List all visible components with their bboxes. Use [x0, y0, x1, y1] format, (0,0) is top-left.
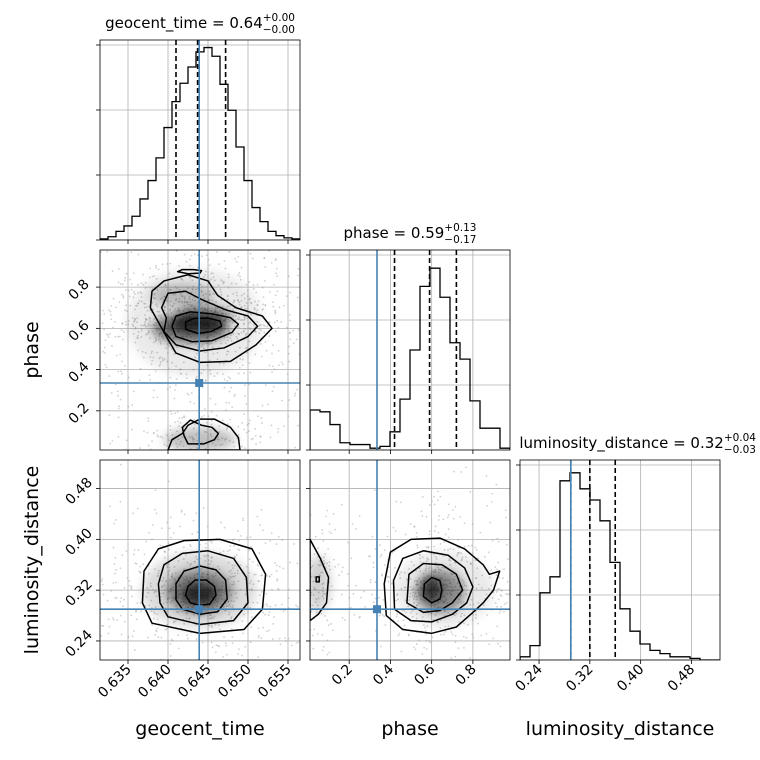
yaxis-label-phase: phase — [21, 321, 43, 378]
contour-phase_vs_geocent_time-3 — [149, 273, 273, 364]
contour-luminosity_distance_vs_phase-2 — [392, 550, 474, 623]
truth-marker-phase_vs_geocent_time — [195, 378, 204, 387]
panel-luminosity_distance_vs_phase — [310, 460, 510, 660]
xaxis-label-phase: phase — [381, 718, 438, 740]
hist-panel-phase — [310, 250, 510, 450]
yaxis-label-luminosity_distance: luminosity_distance — [21, 466, 43, 655]
hist-step-luminosity_distance — [520, 472, 720, 660]
contour-luminosity_distance_vs_geocent_time-2 — [157, 550, 249, 626]
contour-phase_vs_geocent_time-2 — [160, 290, 259, 352]
title-luminosity_distance: luminosity_distance = 0.32 +0.04−0.03 — [519, 432, 756, 456]
contour-luminosity_distance_vs_geocent_time-0 — [184, 579, 217, 607]
panel-phase_vs_geocent_time — [100, 250, 300, 450]
title-plus-luminosity_distance: +0.04 — [724, 432, 756, 444]
hist-step-phase — [310, 267, 510, 450]
contour-luminosity_distance_vs_phase-1 — [406, 562, 464, 614]
panel-luminosity_distance_vs_geocent_time — [100, 460, 300, 660]
title-minus-geocent_time: −0.00 — [263, 24, 295, 36]
xaxis-label-geocent_time: geocent_time — [135, 718, 264, 740]
contour-phase_vs_geocent_time-1 — [171, 311, 240, 343]
title-phase: phase = 0.59 +0.13−0.17 — [344, 222, 477, 246]
truth-marker-luminosity_distance_vs_phase — [373, 605, 382, 614]
title-minus-luminosity_distance: −0.03 — [724, 444, 756, 456]
contour-phase_vs_geocent_time-4 — [176, 268, 203, 275]
truth-marker-luminosity_distance_vs_geocent_time — [195, 605, 204, 614]
title-plus-geocent_time: +0.00 — [263, 12, 295, 24]
contour-luminosity_distance_vs_geocent_time-3 — [141, 538, 267, 635]
title-main-phase: phase = 0.59 — [344, 224, 445, 242]
contour-luminosity_distance_vs_phase-3 — [383, 537, 501, 635]
contour-luminosity_distance_vs_geocent_time-1 — [175, 565, 228, 616]
contour-luminosity_distance_vs_phase-5 — [315, 576, 321, 583]
hist-panel-luminosity_distance — [520, 460, 720, 660]
xaxis-label-luminosity_distance: luminosity_distance — [526, 718, 715, 740]
title-main-luminosity_distance: luminosity_distance = 0.32 — [519, 434, 723, 453]
hist-panel-geocent_time — [100, 40, 300, 240]
title-main-geocent_time: geocent_time = 0.64 — [105, 14, 263, 33]
contour-phase_vs_geocent_time-6 — [167, 418, 241, 450]
title-minus-phase: −0.17 — [444, 234, 476, 246]
title-plus-phase: +0.13 — [444, 222, 476, 234]
contour-phase_vs_geocent_time-0 — [184, 317, 223, 335]
contour-luminosity_distance_vs_phase-4 — [310, 538, 330, 622]
title-geocent_time: geocent_time = 0.64 +0.00−0.00 — [105, 12, 295, 36]
contour-luminosity_distance_vs_phase-0 — [422, 576, 443, 604]
